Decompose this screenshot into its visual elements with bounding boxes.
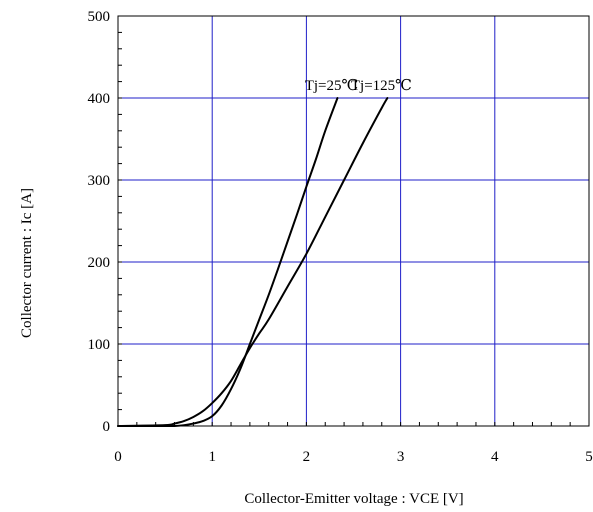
y-axis-title: Collector current : Ic [A] bbox=[19, 188, 35, 338]
curve-label-1: Tj=125℃ bbox=[351, 78, 412, 94]
x-tick-label: 4 bbox=[491, 449, 499, 465]
y-tick-label: 100 bbox=[88, 337, 111, 353]
grid bbox=[118, 16, 589, 426]
x-tick-label: 1 bbox=[208, 449, 216, 465]
plot-frame bbox=[117, 15, 590, 427]
y-tick-label: 500 bbox=[88, 9, 111, 25]
curve-label-0: Tj=25℃ bbox=[305, 78, 359, 94]
x-tick-label: 2 bbox=[303, 449, 311, 465]
tick-labels: 0 100 200 300 400 500 0 1 2 3 4 5 bbox=[88, 9, 593, 465]
series-line-1 bbox=[117, 97, 389, 427]
x-axis-title: Collector-Emitter voltage : VCE [V] bbox=[244, 491, 463, 507]
x-tick-label: 3 bbox=[397, 449, 405, 465]
x-tick-label: 0 bbox=[114, 449, 122, 465]
y-tick-label: 0 bbox=[103, 419, 111, 435]
y-tick-label: 300 bbox=[88, 173, 111, 189]
y-tick-label: 400 bbox=[88, 91, 111, 107]
series bbox=[117, 97, 389, 428]
x-tick-label: 5 bbox=[585, 449, 593, 465]
annotations: Tj=25℃Tj=125℃ bbox=[305, 78, 412, 94]
y-tick-label: 200 bbox=[88, 255, 111, 271]
